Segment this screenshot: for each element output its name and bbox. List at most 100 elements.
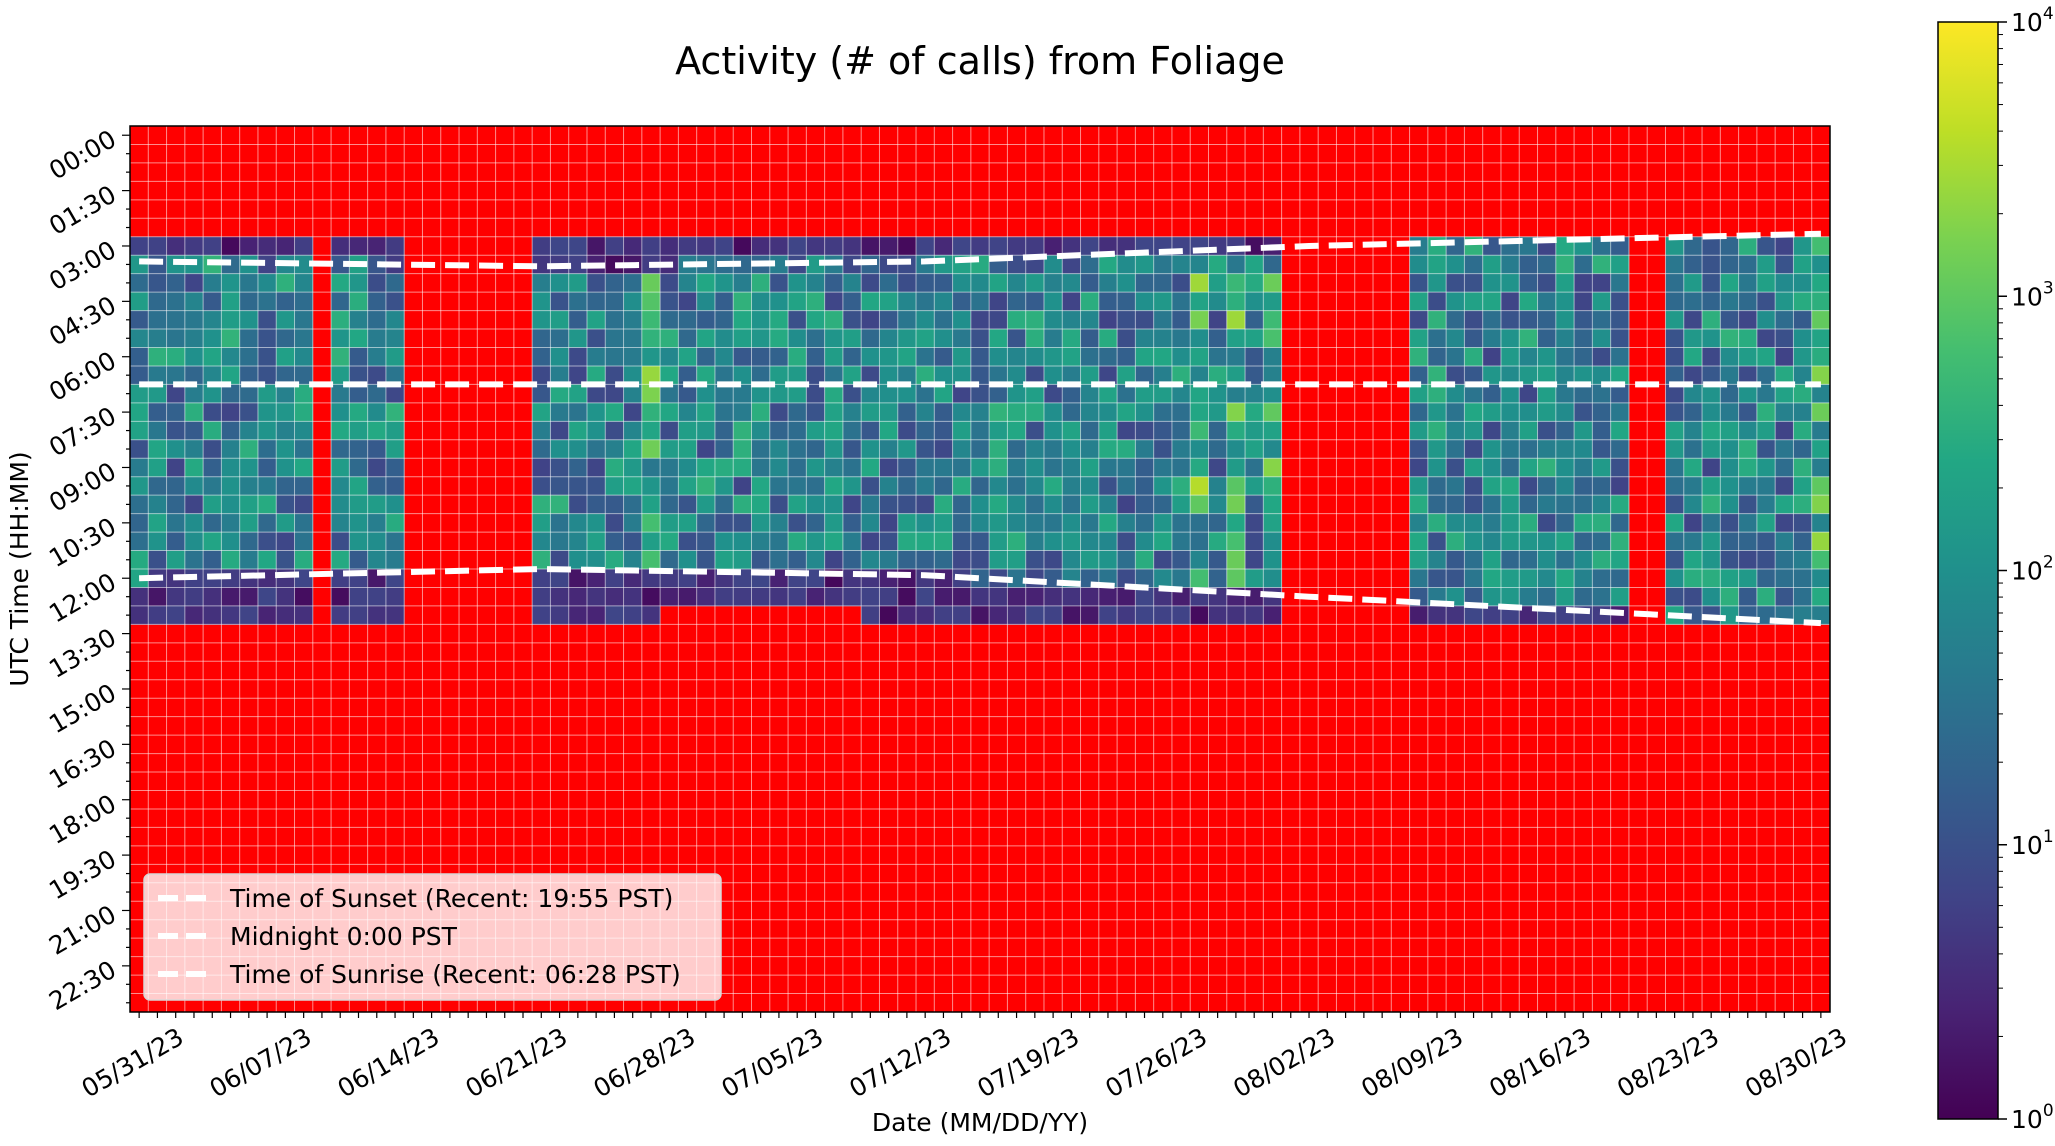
- heatmap-cell: [1775, 495, 1794, 514]
- heatmap-cell: [148, 513, 167, 533]
- heatmap-cell: [239, 421, 259, 441]
- heatmap-cell: [641, 236, 661, 256]
- heatmap-cell: [349, 532, 368, 551]
- heatmap-cell: [184, 495, 204, 514]
- heatmap-cell: [568, 605, 588, 625]
- heatmap-cell: [1135, 550, 1154, 570]
- heatmap-cell: [641, 532, 661, 551]
- heatmap-cell: [1117, 513, 1136, 533]
- heatmap-cell: [568, 587, 588, 607]
- heatmap-cell: [1226, 513, 1246, 533]
- heatmap-cell: [550, 476, 570, 496]
- heatmap-cell: [148, 587, 167, 607]
- heatmap-cell: [1446, 513, 1465, 533]
- heatmap-cell: [184, 384, 204, 404]
- heatmap-cell: [130, 236, 149, 256]
- heatmap-cell: [952, 495, 972, 514]
- heatmap-cell: [1226, 255, 1246, 274]
- heatmap-cell: [331, 384, 350, 404]
- heatmap-cell: [1208, 402, 1228, 422]
- heatmap-cell: [1500, 273, 1520, 293]
- heatmap-cell: [1153, 347, 1173, 367]
- heatmap-cell: [623, 458, 643, 478]
- heatmap-cell: [1117, 587, 1136, 607]
- heatmap-cell: [1007, 273, 1026, 293]
- heatmap-cell: [166, 365, 186, 385]
- heatmap-cell: [1245, 513, 1264, 533]
- heatmap-cell: [916, 236, 935, 256]
- heatmap-cell: [1135, 273, 1154, 293]
- heatmap-cell: [1537, 458, 1557, 478]
- heatmap-cell: [203, 292, 222, 311]
- heatmap-cell: [1738, 458, 1758, 478]
- heatmap-cell: [1720, 495, 1739, 514]
- heatmap-cell: [1555, 513, 1575, 533]
- reference-lines: [139, 230, 1822, 627]
- heatmap-cell: [1702, 513, 1721, 533]
- heatmap-cell: [331, 605, 350, 625]
- heatmap-cell: [1171, 365, 1191, 385]
- heatmap-cell: [1482, 292, 1502, 311]
- heatmap-cell: [1756, 569, 1776, 588]
- heatmap-cell: [769, 236, 789, 256]
- heatmap-cell: [1683, 550, 1703, 570]
- heatmap-cell: [1409, 365, 1429, 385]
- heatmap-cell: [751, 310, 771, 330]
- heatmap-cell: [1190, 384, 1209, 404]
- heatmap-cell: [916, 532, 935, 551]
- heatmap-cell: [276, 476, 295, 496]
- heatmap-cell: [550, 458, 570, 478]
- heatmap-cell: [678, 384, 697, 404]
- heatmap-cell: [806, 458, 825, 478]
- heatmap-cell: [751, 476, 771, 496]
- heatmap-cell: [897, 439, 917, 459]
- heatmap-cell: [276, 439, 295, 459]
- heatmap-cell: [1245, 347, 1264, 367]
- heatmap-cell: [1482, 439, 1502, 459]
- heatmap-cell: [203, 347, 222, 367]
- heatmap-cell: [842, 532, 862, 551]
- heatmap-cell: [842, 476, 862, 496]
- heatmap-cell: [184, 513, 204, 533]
- heatmap-cell: [1226, 458, 1246, 478]
- heatmap-cell: [221, 587, 240, 607]
- heatmap-cell: [1427, 329, 1447, 348]
- heatmap-cell: [221, 310, 240, 330]
- heatmap-cell: [1025, 347, 1045, 367]
- heatmap-cell: [1610, 495, 1630, 514]
- heatmap-cell: [1464, 421, 1483, 441]
- heatmap-cell: [1208, 495, 1228, 514]
- heatmap-cell: [1007, 421, 1026, 441]
- heatmap-cell: [1171, 495, 1191, 514]
- heatmap-cell: [751, 384, 771, 404]
- heatmap-cell: [1775, 365, 1794, 385]
- heatmap-cell: [586, 605, 606, 625]
- heatmap-cell: [1610, 347, 1630, 367]
- heatmap-cell: [1263, 569, 1282, 588]
- heatmap-cell: [294, 458, 314, 478]
- y-tick-label: 03:00: [44, 235, 121, 296]
- heatmap-cell: [166, 384, 186, 404]
- heatmap-cell: [257, 384, 277, 404]
- heatmap-cell: [331, 255, 350, 274]
- heatmap-cell: [166, 439, 186, 459]
- heatmap-cell: [934, 236, 953, 256]
- heatmap-cell: [1756, 347, 1776, 367]
- heatmap-cell: [294, 532, 314, 551]
- heatmap-cell: [1446, 458, 1465, 478]
- heatmap-cell: [1720, 310, 1739, 330]
- heatmap-cell: [934, 458, 953, 478]
- heatmap-cell: [1482, 458, 1502, 478]
- heatmap-cell: [605, 605, 624, 625]
- heatmap-cell: [385, 310, 405, 330]
- heatmap-cell: [824, 365, 844, 385]
- heatmap-cell: [276, 532, 295, 551]
- heatmap-cell: [1263, 310, 1282, 330]
- heatmap-cell: [1062, 605, 1081, 625]
- heatmap-cell: [1775, 347, 1794, 367]
- heatmap-cell: [385, 329, 405, 348]
- heatmap-cell: [751, 513, 771, 533]
- heatmap-cell: [678, 310, 697, 330]
- heatmap-cell: [1500, 476, 1520, 496]
- heatmap-cell: [788, 513, 807, 533]
